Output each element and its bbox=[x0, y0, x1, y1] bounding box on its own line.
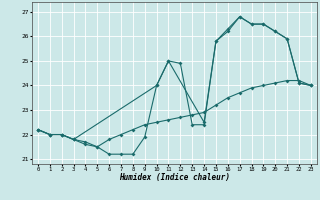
X-axis label: Humidex (Indice chaleur): Humidex (Indice chaleur) bbox=[119, 173, 230, 182]
